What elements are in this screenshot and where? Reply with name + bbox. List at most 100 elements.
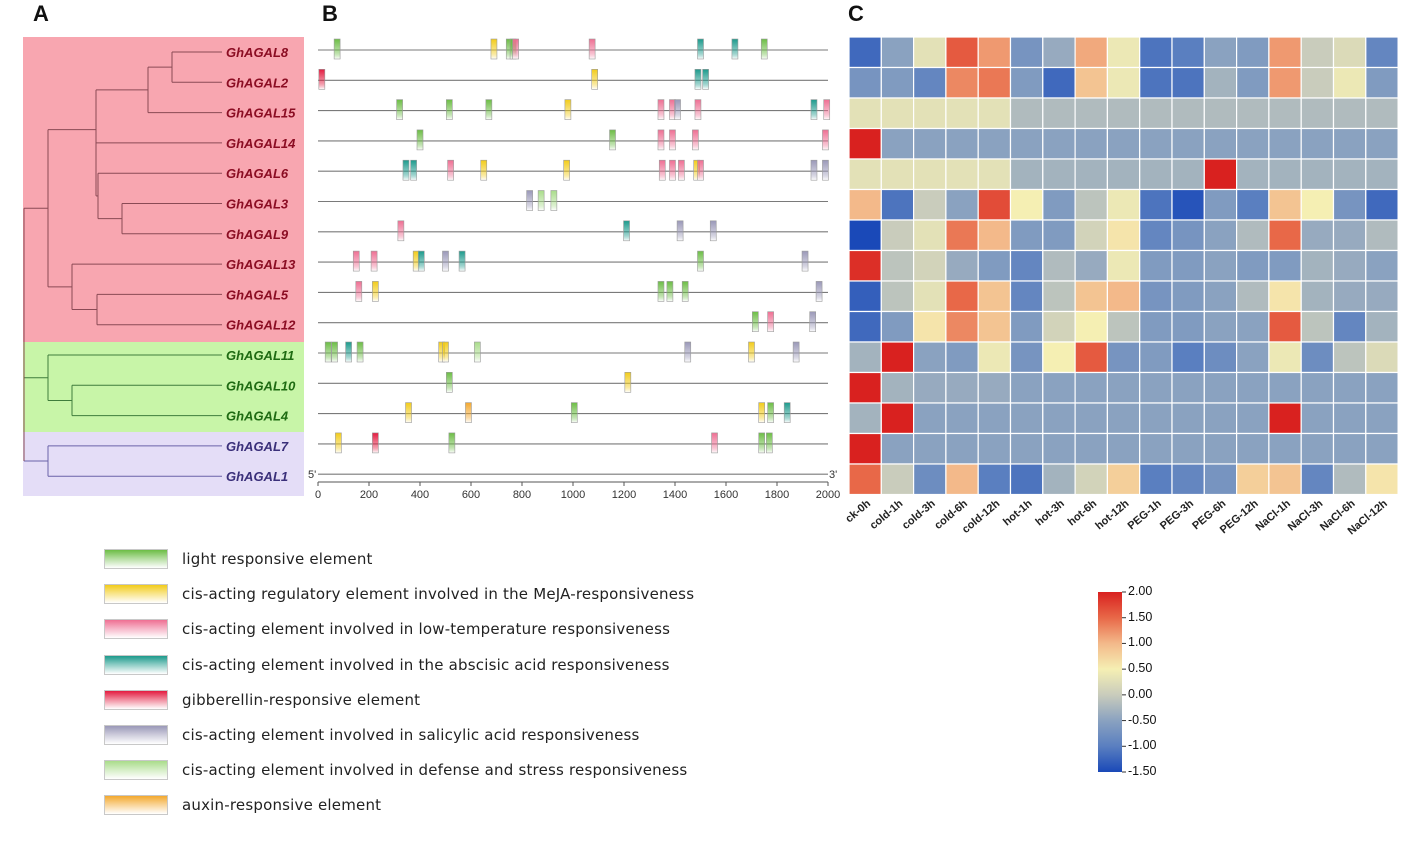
cis-element-light <box>758 432 766 454</box>
heatmap-column-label: hot-12h <box>1093 497 1131 532</box>
legend-item: cis-acting element involved in defense a… <box>104 759 687 781</box>
cis-element-lowtemp <box>711 432 718 454</box>
heatmap-cell <box>977 310 1012 343</box>
heatmap-cell <box>880 127 915 160</box>
heatmap-cell <box>1332 158 1367 191</box>
heatmap-cell <box>1009 341 1044 374</box>
heatmap-cell <box>912 310 947 343</box>
colorbar-tick-label: 0.50 <box>1128 661 1153 676</box>
heatmap-cell <box>1235 402 1270 435</box>
axis-tick-label: 800 <box>513 489 531 501</box>
heatmap-cell <box>1042 280 1076 313</box>
cis-element-meja <box>563 159 570 181</box>
cis-element-meja <box>372 281 379 302</box>
heatmap-cell <box>1074 249 1108 282</box>
heatmap-cell <box>1332 402 1367 435</box>
cis-element-light <box>767 402 774 423</box>
heatmap-cell <box>1268 66 1302 99</box>
heatmap-cell <box>1268 310 1302 343</box>
heatmap-cell <box>1268 432 1302 465</box>
cis-element-aba <box>810 99 818 120</box>
heatmap-cell <box>1139 341 1173 374</box>
heatmap-cell <box>1332 188 1367 221</box>
tree-gene-label: GhAGAL2 <box>226 75 289 90</box>
axis-tick-label: 1000 <box>561 489 585 501</box>
tree-gene-label: GhAGAL11 <box>226 348 294 363</box>
cis-element-aba <box>410 159 417 181</box>
heatmap-cell <box>1139 280 1173 313</box>
heatmap-cell <box>1171 463 1205 496</box>
heatmap-cell <box>1074 158 1108 191</box>
heatmap-cell <box>977 188 1012 221</box>
cis-element-sa <box>674 99 681 120</box>
heatmap-cell <box>1009 36 1044 69</box>
cis-element-aba <box>402 159 410 181</box>
five-prime-label: 5' <box>308 469 316 481</box>
cis-element-sa <box>815 281 823 302</box>
heatmap-cell <box>1332 341 1367 374</box>
cis-element-lowtemp <box>657 99 665 120</box>
heatmap-cell <box>1332 219 1367 252</box>
cis-element-sa <box>801 250 809 272</box>
heatmap-cell <box>912 402 947 435</box>
heatmap-cell <box>1106 66 1141 99</box>
heatmap-cell <box>1235 432 1270 465</box>
heatmap-cell <box>1235 158 1270 191</box>
heatmap-cell <box>977 249 1012 282</box>
tree-gene-label: GhAGAL10 <box>226 378 296 393</box>
heatmap-cell <box>1139 402 1173 435</box>
heatmap-cell <box>1365 310 1399 343</box>
heatmap-cell <box>1203 402 1238 435</box>
cis-element-sa <box>792 341 800 363</box>
heatmap-cell <box>1009 97 1044 130</box>
heatmap-cell <box>1106 188 1141 221</box>
heatmap-cell <box>1300 463 1335 496</box>
heatmap-cell <box>1365 249 1399 282</box>
heatmap-cell <box>945 310 979 343</box>
tree-gene-label: GhAGAL12 <box>226 318 296 333</box>
legend-item: cis-acting element involved in salicylic… <box>104 724 640 746</box>
heatmap-cell <box>1139 158 1173 191</box>
heatmap-cell <box>1203 66 1238 99</box>
axis-tick-label: 600 <box>462 489 480 501</box>
heatmap-cell <box>1042 36 1076 69</box>
cis-element-lowtemp <box>588 38 596 60</box>
heatmap-cell <box>1171 219 1205 252</box>
heatmap-cell <box>1365 97 1399 130</box>
heatmap-cell <box>1042 249 1076 282</box>
cis-element-sa <box>809 311 817 333</box>
legend-swatch-lowtemp <box>104 619 168 640</box>
heatmap-cell <box>945 158 979 191</box>
heatmap-cell <box>1332 36 1367 69</box>
heatmap-cell <box>1139 219 1173 252</box>
heatmap-cell <box>1300 219 1335 252</box>
heatmap-cell <box>1365 158 1399 191</box>
cis-element-lowtemp <box>512 38 519 60</box>
heatmap-cell <box>1332 249 1367 282</box>
legend-label: auxin-responsive element <box>182 796 382 815</box>
legend-item: cis-acting element involved in the absci… <box>104 654 670 676</box>
heatmap-cell <box>1139 432 1173 465</box>
heatmap-cell <box>1365 402 1399 435</box>
heatmap-cell <box>1235 97 1270 130</box>
heatmap-cell <box>912 188 947 221</box>
heatmap-cell <box>1042 371 1076 404</box>
heatmap-cell <box>1074 341 1108 374</box>
legend-item: light responsive element <box>104 548 373 570</box>
tree-gene-label: GhAGAL6 <box>226 166 289 181</box>
tree-gene-label: GhAGAL8 <box>226 45 289 60</box>
heatmap-cell <box>912 432 947 465</box>
heatmap-cell <box>1365 66 1399 99</box>
cis-element-meja <box>748 341 755 363</box>
cis-element-lowtemp <box>355 281 363 302</box>
cis-element-light <box>766 432 773 454</box>
heatmap-cell <box>880 219 915 252</box>
cis-element-lowtemp <box>352 250 360 272</box>
heatmap-cell <box>848 341 882 374</box>
heatmap-cell <box>1042 188 1076 221</box>
clade-band-green <box>23 342 304 432</box>
colorbar-tick-label: 0.00 <box>1128 686 1153 701</box>
heatmap-cell <box>1171 371 1205 404</box>
legend-swatch-sa <box>104 725 168 745</box>
